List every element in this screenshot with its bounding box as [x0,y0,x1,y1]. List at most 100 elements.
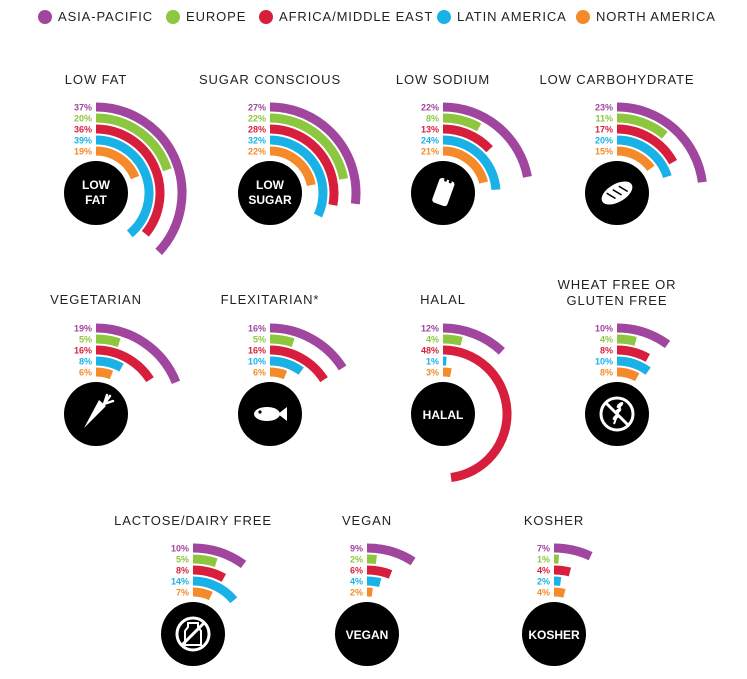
arc-africa-middle-east [95,345,154,383]
legend-label: ASIA-PACIFIC [58,9,154,24]
no-wheat-icon [599,396,635,432]
value-label: 8% [600,368,613,378]
arc-europe [442,334,463,346]
value-label: 32% [248,136,266,146]
carrot-icon [84,400,106,428]
value-label: 7% [176,588,189,598]
arc-africa-middle-east [366,565,393,579]
arc-europe [616,113,668,139]
value-label: 28% [248,125,266,135]
value-label: 10% [171,544,189,554]
value-label: 4% [537,588,550,598]
arc-europe [192,554,218,567]
chart-title: WHEAT FREE OR [558,277,677,292]
value-label: 2% [350,555,363,565]
legend-swatch [437,9,451,24]
icon-badge [238,161,302,225]
value-label: 4% [426,335,439,345]
value-label: 14% [171,577,189,587]
icon-text: VEGAN [346,628,389,642]
arc-europe [442,113,482,132]
arc-asia-pacific [366,543,416,566]
value-label: 8% [79,357,92,367]
arc-asia-pacific [616,102,707,183]
value-label: 37% [74,103,92,113]
fish-icon [254,407,280,421]
arc-latin-america [366,576,382,588]
arc-europe [616,334,637,346]
arc-africa-middle-east [616,124,678,165]
radial-chart: LOW SODIUM 22%8%13%24%21% [396,72,532,225]
value-label: 16% [248,324,266,334]
legend-label: LATIN AMERICA [457,9,567,24]
legend-swatch [166,9,180,24]
icon-text: HALAL [423,408,464,422]
no-milk-icon [175,616,211,652]
value-label: 21% [421,147,439,157]
arc-north-america [95,146,140,180]
arc-africa-middle-east [616,345,650,362]
chart-title: VEGAN [342,513,392,528]
arc-north-america [616,146,655,172]
value-label: 39% [74,136,92,146]
arc-africa-middle-east [553,565,572,577]
radial-chart: FLEXITARIAN*16%5%16%10%6% [221,292,347,446]
value-label: 10% [248,357,266,367]
arc-north-america [553,587,566,598]
chart-title: VEGETARIAN [50,292,142,307]
icon-badge [411,382,475,446]
value-label: 24% [421,136,439,146]
value-label: 3% [426,368,439,378]
arc-latin-america [95,356,124,372]
value-label: 5% [253,335,266,345]
value-label: 10% [595,357,613,367]
arc-latin-america [616,356,651,375]
value-label: 7% [537,544,550,554]
icon-text: LOW [82,178,111,192]
chart-title: GLUTEN FREE [567,293,668,308]
chart-title: FLEXITARIAN* [221,292,320,307]
arc-north-america [192,587,213,601]
arc-latin-america [192,576,238,604]
value-label: 5% [79,335,92,345]
arc-asia-pacific [192,543,247,569]
chart-title: HALAL [420,292,466,307]
value-label: 1% [537,555,550,565]
value-label: 2% [350,588,363,598]
legend-swatch [38,9,52,24]
arc-asia-pacific [442,323,505,355]
value-label: 4% [350,577,363,587]
value-label: 20% [595,136,613,146]
chart-title: LOW FAT [65,72,127,87]
value-label: 4% [537,566,550,576]
legend-item: AFRICA/MIDDLE EAST [259,9,433,24]
arc-asia-pacific [442,102,532,178]
arc-latin-america [269,135,328,218]
arc-latin-america [442,135,501,191]
icon-badge [335,602,399,666]
salt-shaker-icon [432,177,455,207]
arc-africa-middle-east [442,124,493,153]
value-label: 22% [248,114,266,124]
arc-asia-pacific [553,543,593,561]
arc-asia-pacific [269,102,361,205]
value-label: 20% [74,114,92,124]
radial-chart: HALAL 12%4%48%1%3% HALAL [411,292,512,482]
arc-europe [95,334,121,347]
value-label: 4% [600,335,613,345]
arc-africa-middle-east [269,124,339,206]
value-label: 5% [176,555,189,565]
value-label: 6% [253,368,266,378]
value-label: 9% [350,544,363,554]
radial-chart: VEGETARIAN 19%5%16%8%6% [50,292,181,446]
icon-text: SUGAR [248,193,292,207]
value-label: 27% [248,103,266,113]
arc-asia-pacific [95,323,181,385]
value-label: 6% [350,566,363,576]
value-label: 8% [600,346,613,356]
